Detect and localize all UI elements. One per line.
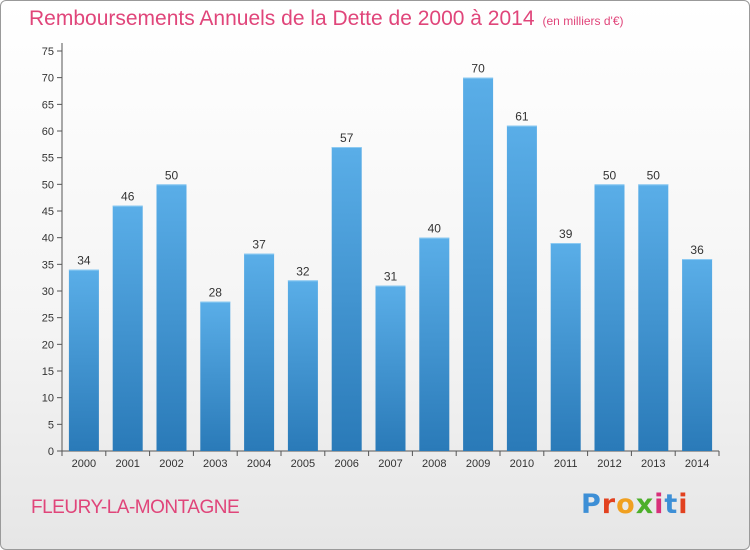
bar-2010[interactable] bbox=[506, 125, 537, 452]
logo-letter: r bbox=[601, 489, 617, 520]
chart-subtitle: (en milliers d'€) bbox=[542, 14, 624, 28]
value-label: 28 bbox=[209, 286, 223, 300]
x-tick-label: 2006 bbox=[334, 458, 358, 470]
value-label: 39 bbox=[559, 227, 573, 241]
y-tick-label: 10 bbox=[42, 393, 54, 405]
x-tick-label: 2010 bbox=[510, 458, 534, 470]
bar-2012[interactable] bbox=[594, 184, 625, 452]
city-name: FLEURY-LA-MONTAGNE bbox=[31, 497, 240, 518]
value-label: 46 bbox=[121, 190, 135, 204]
value-label: 31 bbox=[384, 270, 398, 284]
bar-2013[interactable] bbox=[638, 184, 669, 452]
bar-2003[interactable] bbox=[200, 301, 231, 451]
logo-letter: o bbox=[616, 489, 636, 520]
value-label: 50 bbox=[603, 168, 617, 182]
y-tick-label: 15 bbox=[42, 366, 54, 378]
bar-2005[interactable] bbox=[287, 280, 318, 451]
bars bbox=[68, 77, 713, 452]
bar-2014[interactable] bbox=[682, 259, 713, 451]
y-tick-label: 65 bbox=[42, 99, 54, 111]
logo-letter: i bbox=[654, 489, 665, 520]
bar-2009[interactable] bbox=[463, 77, 494, 452]
y-tick-label: 35 bbox=[42, 259, 54, 271]
y-tick-label: 70 bbox=[42, 73, 54, 85]
x-tick-label: 2003 bbox=[203, 458, 227, 470]
value-label: 50 bbox=[647, 168, 661, 182]
y-tick-label: 50 bbox=[42, 179, 54, 191]
value-label: 36 bbox=[690, 243, 704, 257]
chart-title: Remboursements Annuels de la Dette de 20… bbox=[29, 7, 624, 31]
x-tick-label: 2004 bbox=[247, 458, 271, 470]
logo-letter: t bbox=[664, 489, 679, 520]
y-tick-label: 75 bbox=[42, 46, 54, 58]
logo-letter: P bbox=[581, 489, 602, 520]
value-label: 70 bbox=[471, 62, 485, 76]
logo-letter: i bbox=[678, 489, 689, 520]
x-tick-label: 2014 bbox=[685, 458, 709, 470]
value-label: 40 bbox=[428, 222, 442, 236]
x-tick-label: 2012 bbox=[597, 458, 621, 470]
x-tick-label: 2002 bbox=[159, 458, 183, 470]
y-tick-label: 30 bbox=[42, 286, 54, 298]
chart-title-text: Remboursements Annuels de la Dette de 20… bbox=[29, 7, 535, 30]
value-label: 57 bbox=[340, 131, 354, 145]
x-tick-label: 2007 bbox=[378, 458, 402, 470]
x-tick-label: 2005 bbox=[291, 458, 315, 470]
value-label: 61 bbox=[515, 110, 529, 124]
y-tick-label: 5 bbox=[48, 419, 54, 431]
x-tick-label: 2001 bbox=[115, 458, 139, 470]
x-tick-label: 2000 bbox=[72, 458, 96, 470]
y-tick-label: 25 bbox=[42, 313, 54, 325]
x-tick-label: 2009 bbox=[466, 458, 490, 470]
x-tick-label: 2013 bbox=[641, 458, 665, 470]
bar-2006[interactable] bbox=[331, 147, 362, 451]
x-tick-label: 2008 bbox=[422, 458, 446, 470]
bar-2007[interactable] bbox=[375, 285, 406, 451]
y-tick-label: 0 bbox=[48, 446, 54, 458]
y-tick-label: 55 bbox=[42, 153, 54, 165]
bar-2004[interactable] bbox=[244, 253, 275, 451]
y-tick-label: 40 bbox=[42, 233, 54, 245]
value-label: 50 bbox=[165, 168, 179, 182]
y-tick-label: 45 bbox=[42, 206, 54, 218]
value-label: 32 bbox=[296, 264, 310, 278]
bar-2008[interactable] bbox=[419, 237, 450, 451]
bar-2000[interactable] bbox=[68, 269, 99, 451]
logo-letter: x bbox=[635, 489, 655, 520]
value-label: 34 bbox=[77, 254, 91, 268]
bar-2011[interactable] bbox=[550, 243, 581, 451]
y-tick-label: 60 bbox=[42, 126, 54, 138]
value-label: 37 bbox=[252, 238, 266, 252]
x-tick-label: 2011 bbox=[554, 458, 578, 470]
bar-2002[interactable] bbox=[156, 184, 187, 452]
proxiti-logo[interactable]: Proxiti bbox=[581, 489, 689, 520]
y-tick-label: 20 bbox=[42, 339, 54, 351]
bar-2001[interactable] bbox=[112, 205, 143, 451]
labels: 2000 34 2001 46 2002 50 2003 28 2004 37 2005 32 2006… bbox=[72, 62, 710, 470]
